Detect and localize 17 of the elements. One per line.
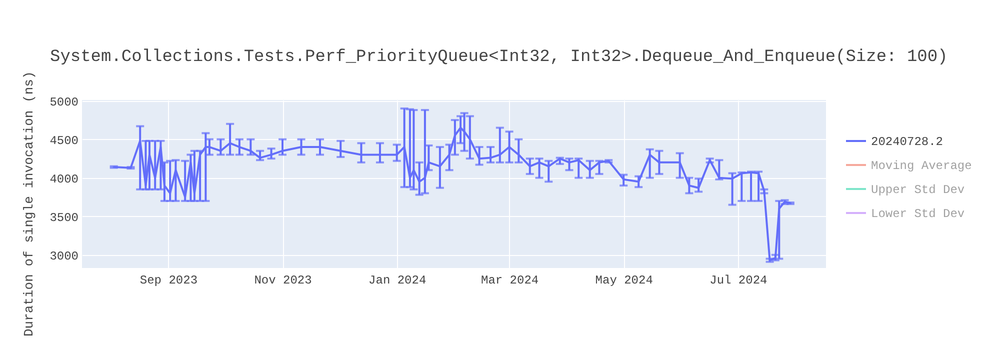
legend-label: Moving Average (871, 159, 972, 173)
x-tick-label: Jul 2024 (710, 274, 768, 288)
x-tick-label: Jan 2024 (368, 274, 426, 288)
x-tick-label: Mar 2024 (480, 274, 539, 288)
y-tick-label: 3000 (50, 249, 78, 264)
y-tick-label: 3500 (50, 210, 78, 225)
chart-title: System.Collections.Tests.Perf_PriorityQueue<Int32, Int32>.Dequeue_And_Enqueue(Size: 100) (50, 48, 948, 67)
x-tick-label: Sep 2023 (140, 274, 198, 288)
legend-label: 20240728.2 (871, 135, 944, 149)
legend-label: Upper Std Dev (871, 183, 965, 197)
y-tick-label: 5000 (50, 95, 78, 110)
y-axis-title: Duration of single invocation (ns) (22, 71, 37, 336)
y-tick-label: 4000 (50, 172, 78, 186)
y-tick-label: 4500 (50, 134, 78, 148)
x-tick-label: May 2024 (595, 274, 653, 288)
x-tick-label: Nov 2023 (254, 274, 312, 288)
legend-label: Lower Std Dev (871, 207, 965, 221)
